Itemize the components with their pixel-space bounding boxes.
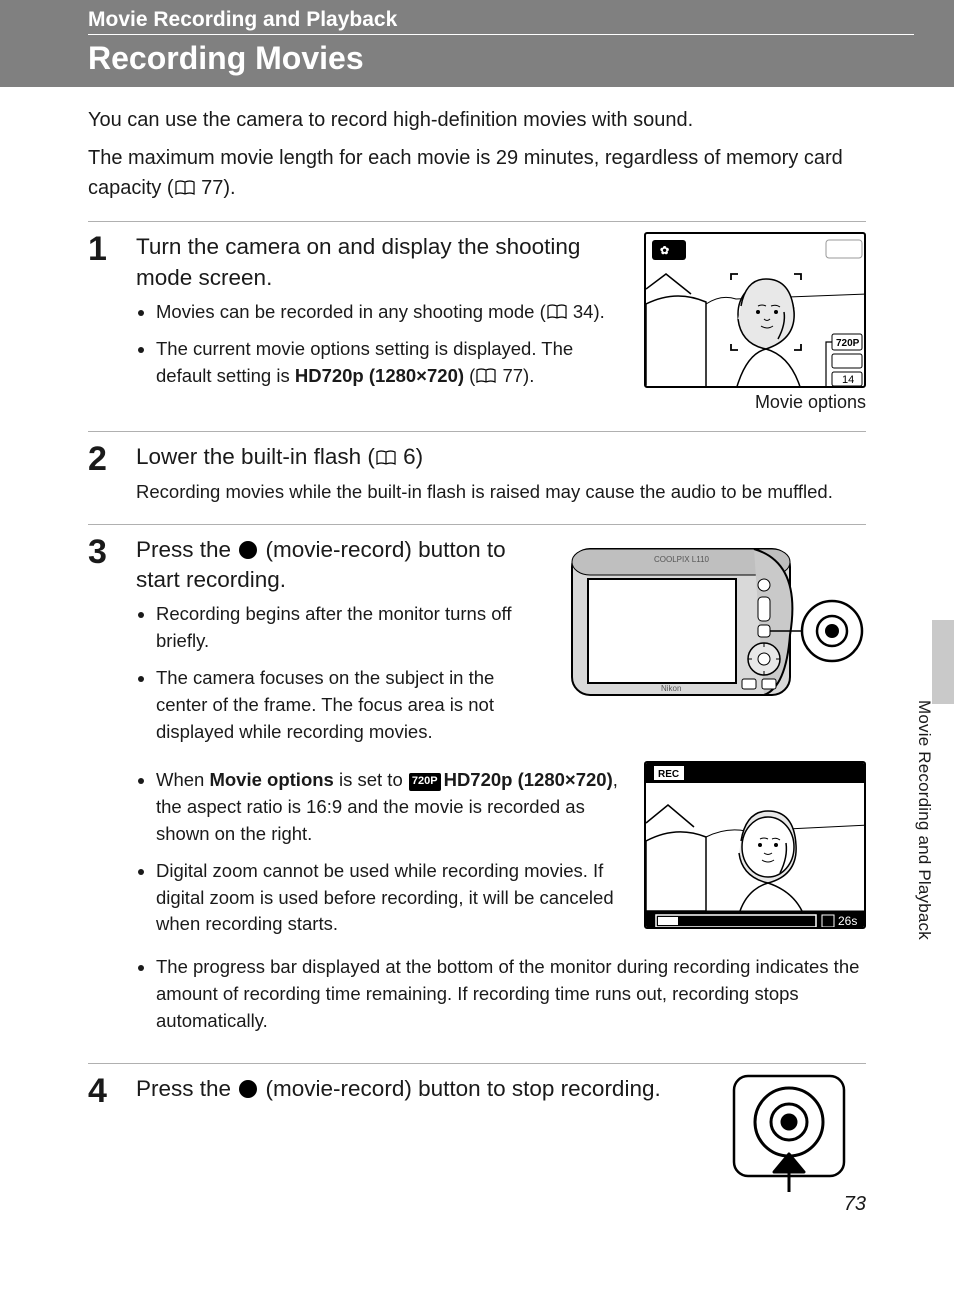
record-dot-icon [239, 541, 257, 559]
step-1-bullet-1: Movies can be recorded in any shooting m… [156, 299, 624, 326]
step-3-bullet-5: The progress bar displayed at the bottom… [156, 954, 866, 1034]
step-number: 1 [88, 232, 136, 268]
step-number: 2 [88, 442, 136, 478]
step-2-heading: Lower the built-in flash ( 6) [136, 442, 866, 472]
720p-badge-icon: 720P [409, 773, 441, 791]
svg-text:REC: REC [658, 769, 679, 780]
step-1-bullet-2: The current movie options setting is dis… [156, 336, 624, 390]
svg-text:✿: ✿ [660, 245, 669, 257]
book-icon [546, 301, 568, 317]
step-3-heading: Press the (movie-record) button to start… [136, 535, 546, 596]
step-2-body: Recording movies while the built-in flas… [136, 479, 866, 506]
side-section-label: Movie Recording and Playback [914, 700, 934, 940]
step-4: 4 Press the (movie-record) button to sto… [88, 1063, 866, 1194]
step-number: 3 [88, 535, 136, 571]
step-1-heading: Turn the camera on and display the shoot… [136, 232, 624, 293]
step-number: 4 [88, 1074, 136, 1110]
step-3-bullet-2: The camera focuses on the subject in the… [156, 665, 546, 745]
page-number: 73 [844, 1193, 866, 1216]
book-icon [475, 365, 497, 381]
step-3: 3 Press the (movie-record) button to sta… [88, 524, 866, 1045]
svg-text:26s: 26s [838, 914, 857, 928]
header-band: Movie Recording and Playback Recording M… [0, 0, 954, 87]
intro-p1: You can use the camera to record high-de… [88, 105, 866, 135]
step-3-bullet-1: Recording begins after the monitor turns… [156, 601, 546, 655]
book-icon [174, 175, 196, 191]
record-dot-icon [239, 1080, 257, 1098]
lcd-preview-illustration: ✿ [644, 232, 866, 388]
camera-back-illustration: COOLPIX L110 [566, 535, 866, 705]
step-2: 2 Lower the built-in flash ( 6) Recordin… [88, 431, 866, 505]
lcd-caption: Movie options [644, 392, 866, 413]
step-4-heading: Press the (movie-record) button to stop … [136, 1074, 696, 1104]
step-3-bullet-3: When Movie options is set to 720PHD720p … [156, 767, 624, 847]
book-icon [375, 444, 397, 460]
intro-p2: The maximum movie length for each movie … [88, 143, 866, 203]
step-3-bullet-4: Digital zoom cannot be used while record… [156, 858, 624, 938]
svg-text:Nikon: Nikon [661, 684, 681, 693]
section-title: Movie Recording and Playback [88, 8, 914, 35]
recording-lcd-illustration: REC [644, 761, 866, 929]
svg-text:720P: 720P [836, 338, 860, 349]
intro-block: You can use the camera to record high-de… [88, 105, 866, 203]
step-1: 1 Turn the camera on and display the sho… [88, 221, 866, 413]
side-tab [932, 620, 954, 704]
page-title: Recording Movies [88, 39, 914, 77]
svg-text:COOLPIX L110: COOLPIX L110 [654, 555, 710, 564]
record-button-press-illustration [716, 1074, 866, 1194]
lcd-frame-count: 14 [842, 374, 854, 386]
